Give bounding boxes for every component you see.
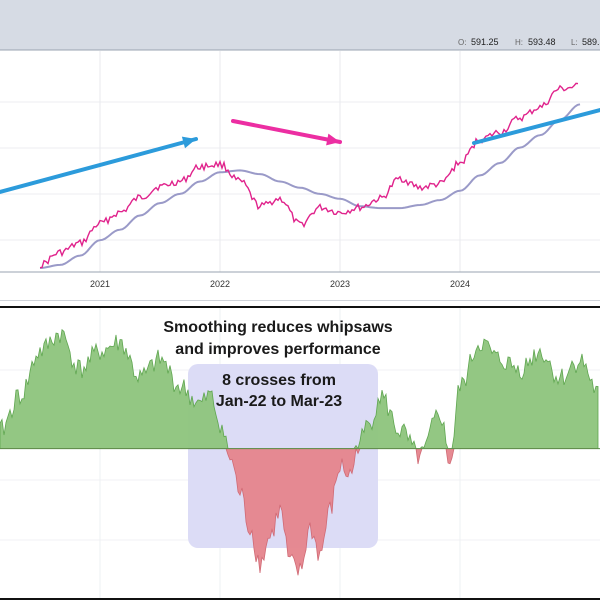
low-value: 589.5 xyxy=(582,37,600,47)
price-panel xyxy=(0,51,600,272)
x-tick-label-2023: 2023 xyxy=(330,279,350,289)
annotation-box-line1: 8 crosses from xyxy=(222,372,336,389)
negative-area xyxy=(0,447,598,576)
chart-header-bar xyxy=(0,0,600,50)
uptrend-arrow-2 xyxy=(472,108,600,145)
price-lines xyxy=(39,82,581,269)
price-line xyxy=(39,82,579,269)
axis-strip-bottom xyxy=(0,300,600,301)
ohlc-readout: O: 591.25 H: 593.48 L: 589.5 xyxy=(458,37,600,47)
open-label: O: xyxy=(458,38,466,47)
downtrend-arrow xyxy=(231,119,342,144)
bottom-border xyxy=(0,598,600,600)
x-tick-label-2022: 2022 xyxy=(210,279,230,289)
uptrend-arrow-1-head xyxy=(181,136,196,149)
uptrend-arrow-1 xyxy=(0,137,198,194)
annotation-box-line2: Jan-22 to Mar-23 xyxy=(216,393,342,410)
downtrend-arrow-head xyxy=(326,133,340,146)
high-label: H: xyxy=(515,38,523,47)
annotation-title-line1: Smoothing reduces whipsaws xyxy=(163,319,392,336)
open-value: 591.25 xyxy=(471,37,499,47)
annotation-title-line2: and improves performance xyxy=(175,341,381,358)
oscillator-panel xyxy=(0,308,600,598)
high-value: 593.48 xyxy=(528,37,556,47)
x-tick-label-2021: 2021 xyxy=(90,279,110,289)
x-axis-ticks: 2021 2022 2023 2024 xyxy=(90,279,470,289)
moving-average-line xyxy=(39,103,581,269)
price-panel-bg xyxy=(0,51,600,272)
trend-arrows xyxy=(0,108,600,194)
x-tick-label-2024: 2024 xyxy=(450,279,470,289)
low-label: L: xyxy=(571,38,578,47)
